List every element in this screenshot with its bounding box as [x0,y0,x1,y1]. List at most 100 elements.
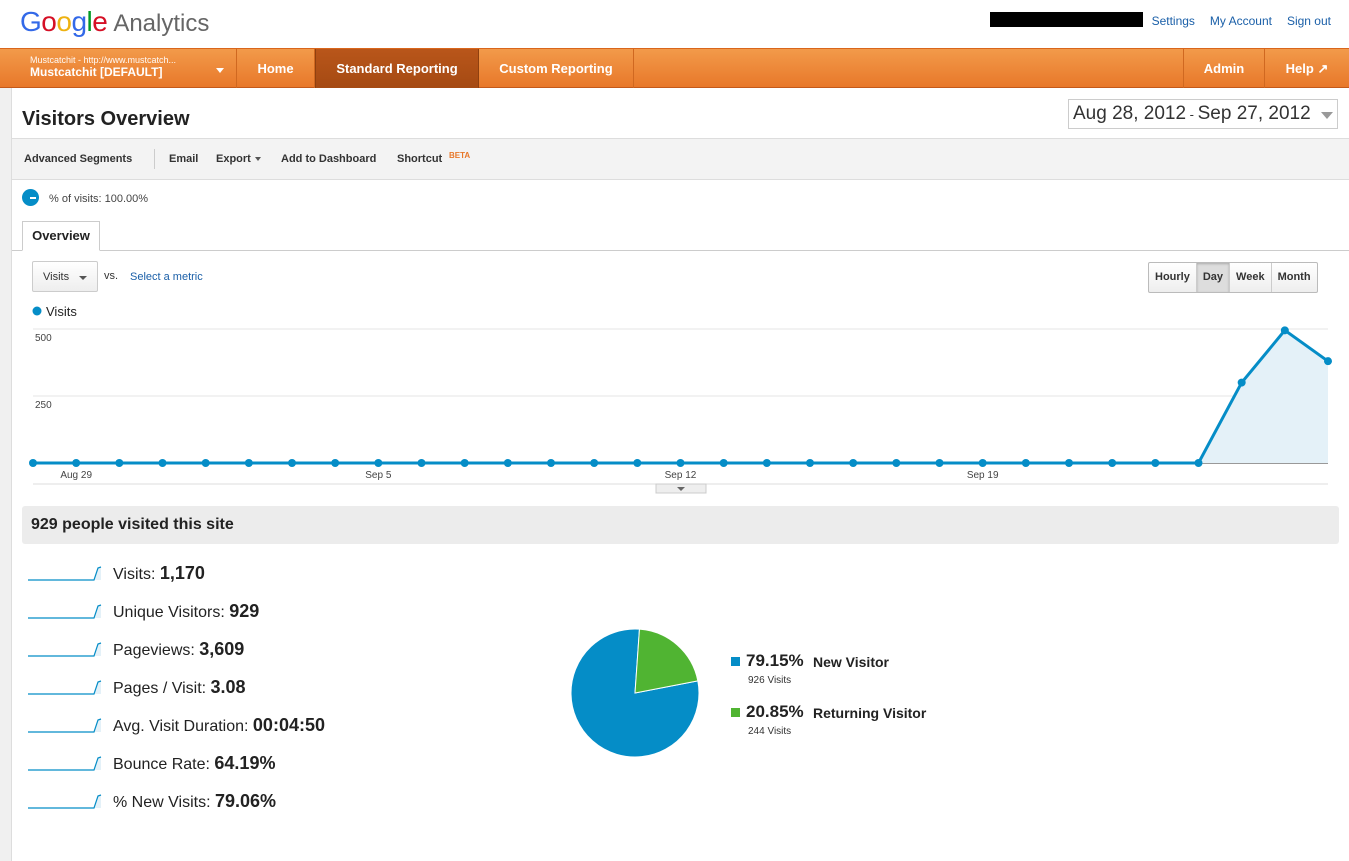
nav-standard-reporting[interactable]: Standard Reporting [315,49,479,88]
sign-out-link[interactable]: Sign out [1286,14,1331,28]
data-point[interactable] [201,459,210,467]
granularity-buttons: Hourly Day Week Month [1148,262,1318,293]
data-point[interactable] [1194,459,1203,467]
account-name: Mustcatchit [DEFAULT] [30,65,163,79]
main-nav: Mustcatchit - http://www.mustcatch... Mu… [0,48,1349,88]
tab-overview[interactable]: Overview [22,221,100,251]
legend-swatch [731,708,740,717]
data-point[interactable] [72,459,81,467]
x-tick-label: Sep 19 [967,470,999,481]
data-point[interactable] [374,459,383,467]
data-point[interactable] [288,459,296,467]
segment-label: % of visits: 100.00% [49,193,149,205]
month-button[interactable]: Month [1277,271,1311,283]
stat-value: 00:04:50 [252,715,325,735]
top-bar: Google Analytics Settings My Account Sign… [0,0,1349,48]
account-url: Mustcatchit - http://www.mustcatch... [30,55,177,65]
header-links: Settings My Account Sign out [1152,14,1331,28]
data-point[interactable] [1324,357,1332,366]
select-metric-link[interactable]: Select a metric [130,271,203,283]
data-point[interactable] [1021,459,1030,467]
shortcut-button[interactable]: Shortcut [397,153,443,165]
sparkline-icon[interactable] [28,754,103,772]
data-point[interactable] [1108,459,1117,467]
chevron-down-icon [216,68,224,73]
settings-link[interactable]: Settings [1151,14,1195,28]
chart-x-axis: Aug 29 Sep 5 Sep 12 Sep 19 [60,470,999,481]
nav-home[interactable]: Home [237,49,315,88]
date-separator: - [1186,107,1198,122]
pie-slice-returning-visitor[interactable] [634,628,699,694]
chart-points [29,326,1332,467]
metric-select[interactable]: Visits [32,261,98,292]
data-point[interactable] [806,459,814,467]
data-point[interactable] [892,459,901,467]
legend-name: New Visitor [813,654,889,670]
chevron-down-icon [254,157,261,162]
week-button[interactable]: Week [1230,263,1272,292]
data-point[interactable] [503,459,512,467]
data-point[interactable] [158,459,167,467]
data-point[interactable] [417,459,426,467]
data-point[interactable] [1237,378,1246,387]
legend-series-label: Visits [46,304,77,319]
stat-label: Avg. Visit Duration: 00:04:50 [113,715,325,735]
logo-google: Google [20,6,108,37]
data-point[interactable] [29,459,37,467]
beta-badge: BETA [449,151,471,160]
sparkline-icon[interactable] [28,564,103,582]
nav-custom-reporting[interactable]: Custom Reporting [479,49,634,88]
sparkline-icon[interactable] [28,640,103,658]
data-point[interactable] [244,459,253,467]
left-sidebar-strip [0,88,12,861]
y-tick-label: 500 [35,333,52,344]
hourly-button[interactable]: Hourly [1149,263,1197,292]
my-account-link[interactable]: My Account [1209,14,1272,28]
data-point[interactable] [762,459,771,467]
sparkline-icon[interactable] [28,716,103,734]
data-point[interactable] [676,459,685,467]
stat-value: 929 [229,601,260,621]
visitor-type-pie [570,628,700,758]
data-point[interactable] [1151,459,1160,467]
data-point[interactable] [978,459,987,467]
x-tick-label: Aug 29 [60,470,92,481]
google-analytics-logo[interactable]: Google Analytics [20,6,209,38]
series-line [33,328,1329,465]
data-point[interactable] [115,459,124,467]
account-selector[interactable]: Mustcatchit - http://www.mustcatch... Mu… [0,49,237,88]
data-point[interactable] [1065,459,1073,467]
data-point[interactable] [849,459,858,467]
add-to-dashboard-button[interactable]: Add to Dashboard [281,153,377,165]
data-point[interactable] [331,459,340,467]
stat-label: Pageviews: 3,609 [113,639,245,659]
toolbar-divider [154,149,155,169]
summary-headline: 929 people visited this site [22,506,1339,544]
day-button[interactable]: Day [1196,263,1231,292]
stat-value: 1,170 [159,563,205,583]
email-button[interactable]: Email [169,153,199,165]
data-point[interactable] [547,459,555,467]
sparkline-icon[interactable] [28,602,103,620]
legend-visits: 926 Visits [748,675,792,686]
export-button[interactable]: Export [216,153,261,165]
data-point[interactable] [590,459,599,467]
advanced-segments-button[interactable]: Advanced Segments [24,153,133,165]
nav-help[interactable]: Help ↗ [1264,49,1349,88]
page-title: Visitors Overview [22,108,190,130]
date-range-picker[interactable]: Aug 28, 2012 - Sep 27, 2012 [1068,99,1338,129]
stat-value: 3.08 [210,677,246,697]
sparkline-icon[interactable] [28,678,103,696]
nav-admin[interactable]: Admin [1183,49,1264,88]
sparkline-icon[interactable] [28,792,103,810]
stat-label: Visits: 1,170 [113,563,205,583]
data-point[interactable] [460,459,469,467]
data-point[interactable] [633,459,642,467]
tab-baseline [12,250,1349,251]
data-point[interactable] [719,459,728,467]
data-point[interactable] [1280,326,1289,335]
vs-label: vs. [104,270,119,282]
stat-label: Unique Visitors: 929 [113,601,260,621]
data-point[interactable] [935,459,944,467]
chart-area [33,328,1329,465]
